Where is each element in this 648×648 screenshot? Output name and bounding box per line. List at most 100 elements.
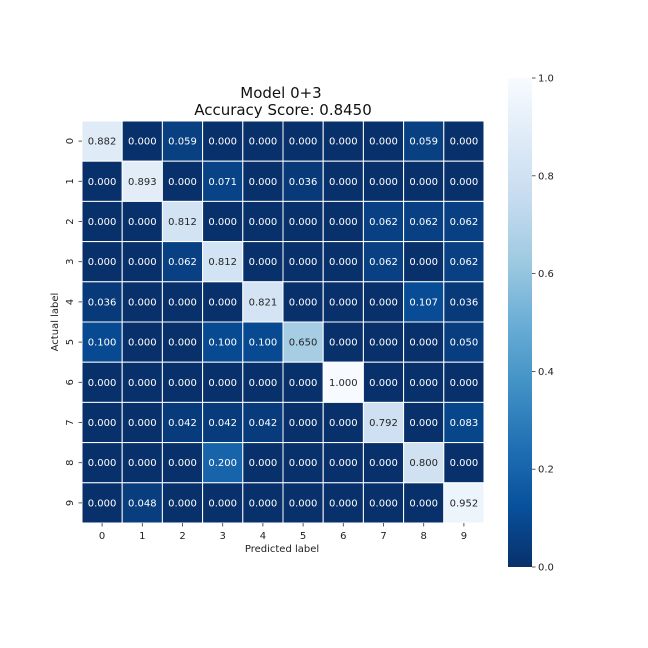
cell-value-label: 0.107 [409,297,438,308]
heatmap-cell [242,401,284,444]
cell-value-label: 0.000 [249,137,278,148]
heatmap-cell [121,160,163,202]
cell-value-label: 0.000 [450,458,479,469]
cell-value-label: 0.000 [289,137,318,148]
cell-value-label: 0.000 [450,378,479,389]
cell-value-label: 0.062 [369,217,398,228]
y-tick-label: 8 [65,460,76,466]
y-tick-label: 0 [65,138,76,144]
y-tick-label: 6 [65,379,76,385]
heatmap-cell [121,401,163,444]
cell-value-label: 0.036 [450,297,479,308]
x-tick-label: 2 [179,531,185,542]
heatmap-cell [81,200,123,243]
colorbar [508,78,532,567]
cell-value-label: 0.000 [88,498,117,509]
cell-value-label: 0.000 [409,338,438,349]
cell-value-label: 0.000 [168,498,197,509]
y-tick-label: 1 [65,178,76,184]
heatmap-cell [242,442,284,484]
cell-value-label: 0.000 [409,257,438,268]
chart-title: Model 0+3 [240,84,321,102]
heatmap-cell [161,200,204,243]
heatmap-cell [242,321,284,363]
cell-value-label: 0.071 [208,177,237,188]
x-tick-label: 7 [380,531,386,542]
heatmap-cell [322,361,364,403]
heatmap-cell [121,442,163,484]
heatmap-cell [443,120,485,162]
cell-value-label: 0.042 [168,418,197,429]
cell-value-label: 0.000 [249,177,278,188]
heatmap-cell [322,160,364,202]
heatmap-cell [403,160,445,202]
heatmap-cell [161,401,204,444]
heatmap-cell [403,442,445,484]
heatmap-cell [322,401,364,444]
heatmap-cell [403,482,445,524]
heatmap-cell [403,281,445,323]
heatmap-cell [161,442,204,484]
heatmap-cell [443,241,485,283]
heatmap-cell [362,160,405,202]
cell-value-label: 0.200 [208,458,237,469]
heatmap-cell [403,361,445,403]
cell-value-label: 0.650 [289,338,318,349]
cell-value-label: 0.000 [249,378,278,389]
heatmap-cell [282,482,324,524]
heatmap-cell [403,321,445,363]
x-tick-label: 5 [300,531,306,542]
heatmap-cell [322,482,364,524]
heatmap-cell [322,241,364,283]
cell-value-label: 0.000 [128,418,157,429]
heatmap-cell [202,361,244,403]
heatmap-cell [242,281,284,323]
cell-value-label: 0.062 [450,217,479,228]
heatmap-cell [202,442,244,484]
cell-value-label: 0.000 [208,137,237,148]
cell-value-label: 0.059 [168,137,197,148]
cell-value-label: 0.000 [88,378,117,389]
cell-value-label: 0.100 [88,338,117,349]
cell-value-label: 0.812 [208,257,237,268]
colorbar-tick-label: 0.6 [538,269,554,280]
cell-value-label: 0.000 [168,297,197,308]
heatmap-cell [443,200,485,243]
x-axis-label: Predicted label [245,544,319,555]
cell-value-label: 0.000 [128,137,157,148]
cell-value-label: 0.000 [88,458,117,469]
heatmap-cell [282,321,324,363]
cell-value-label: 0.000 [329,418,358,429]
heatmap-cell [81,241,123,283]
x-tick-label: 6 [340,531,346,542]
cell-value-label: 0.000 [329,137,358,148]
x-tick-label: 8 [421,531,427,542]
x-tick-label: 0 [99,531,105,542]
cell-value-label: 0.000 [289,418,318,429]
cell-value-label: 0.000 [450,177,479,188]
heatmap-cell [443,160,485,202]
cell-value-label: 0.882 [88,137,117,148]
heatmap-cell [202,401,244,444]
cell-value-label: 0.000 [329,257,358,268]
cell-value-label: 0.000 [329,217,358,228]
cell-value-label: 0.000 [289,217,318,228]
heatmap-cell [443,482,485,524]
colorbar-tick-label: 0.4 [538,367,554,378]
heatmap-cell [282,401,324,444]
x-tick-label: 9 [461,531,467,542]
cell-value-label: 0.062 [369,257,398,268]
cell-value-label: 0.000 [409,418,438,429]
cell-value-label: 0.000 [329,297,358,308]
cell-value-label: 0.000 [208,378,237,389]
heatmap-cell [81,482,123,524]
cell-value-label: 0.893 [128,177,157,188]
cell-value-label: 0.062 [168,257,197,268]
cell-value-label: 0.062 [409,217,438,228]
heatmap-cell [81,321,123,363]
cell-value-label: 0.821 [249,297,278,308]
y-tick-label: 5 [65,339,76,345]
heatmap-cell [121,200,163,243]
cell-value-label: 0.036 [88,297,117,308]
